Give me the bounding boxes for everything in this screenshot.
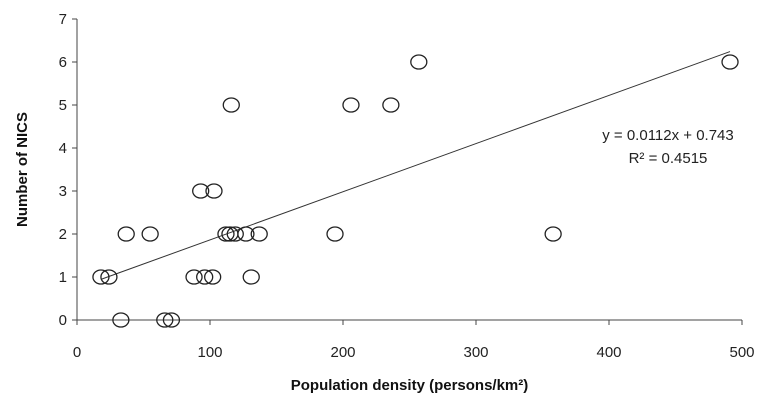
data-point — [250, 226, 268, 242]
data-point — [721, 54, 739, 70]
data-point — [141, 226, 159, 242]
data-point — [237, 226, 255, 242]
data-point — [326, 226, 344, 242]
x-axis-title: Population density (persons/km²) — [291, 377, 529, 394]
x-tick-label: 200 — [330, 344, 355, 361]
data-point — [156, 312, 174, 328]
data-point — [544, 226, 562, 242]
data-points — [92, 54, 739, 328]
trendline-equation: y = 0.0112x + 0.743 — [602, 127, 734, 144]
data-point — [222, 97, 240, 113]
axes — [76, 19, 742, 321]
data-point — [204, 269, 222, 285]
x-tick-label: 0 — [73, 344, 81, 361]
data-point — [226, 226, 244, 242]
data-point — [382, 97, 400, 113]
x-ticks: 0 100 200 300 400 500 — [73, 320, 755, 361]
data-point — [100, 269, 118, 285]
y-tick-label: 1 — [59, 269, 67, 286]
x-tick-label: 300 — [463, 344, 488, 361]
data-point — [162, 312, 181, 328]
data-point — [112, 312, 130, 328]
data-point — [185, 269, 203, 285]
data-point — [196, 269, 214, 285]
x-tick-label: 100 — [197, 344, 222, 361]
data-point — [205, 183, 223, 199]
y-ticks: 0 1 2 3 4 5 6 7 — [59, 11, 77, 329]
y-tick-label: 3 — [59, 183, 67, 200]
data-point — [342, 97, 360, 113]
x-tick-label: 400 — [596, 344, 621, 361]
data-point — [242, 269, 260, 285]
y-tick-label: 6 — [59, 54, 67, 71]
y-tick-label: 4 — [59, 140, 67, 157]
trendline-r-squared: R² = 0.4515 — [629, 150, 708, 167]
y-tick-label: 7 — [59, 11, 67, 28]
data-point — [192, 183, 210, 199]
y-axis-title: Number of NICS — [14, 112, 31, 227]
trendline — [100, 51, 731, 280]
y-tick-label: 2 — [59, 226, 67, 243]
x-tick-label: 500 — [729, 344, 754, 361]
data-point — [410, 54, 428, 70]
data-point — [217, 226, 235, 242]
data-point — [92, 269, 110, 285]
data-point — [117, 226, 135, 242]
y-tick-label: 0 — [59, 312, 67, 329]
y-tick-label: 5 — [59, 97, 67, 114]
